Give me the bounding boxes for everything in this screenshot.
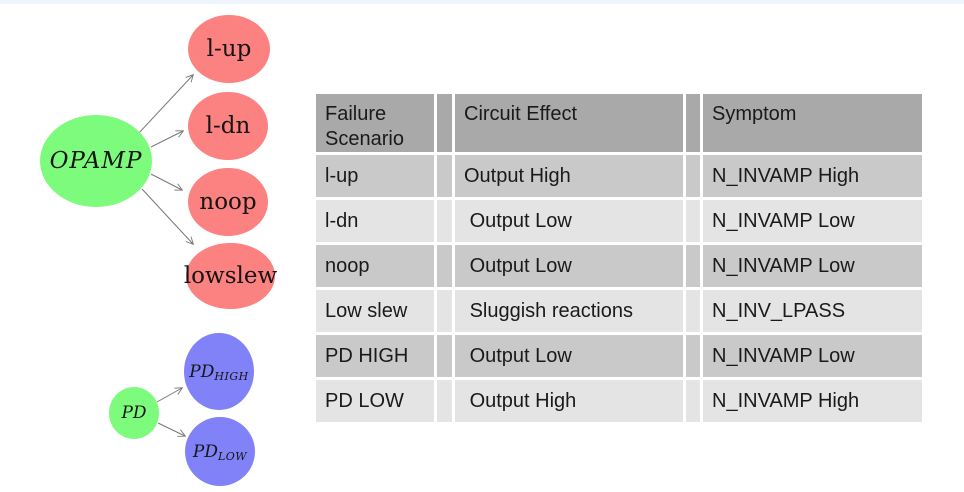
spacer-cell	[686, 200, 700, 242]
node-pd-low-label: PD	[192, 441, 218, 462]
failure-scenario-cell: noop	[316, 245, 434, 287]
node-opamp-label: OPAMP	[49, 148, 143, 174]
table-row: noop Output Low N_INVAMP Low	[316, 245, 922, 287]
table-row: PD HIGH Output Low N_INVAMP Low	[316, 335, 922, 377]
circuit-effect-cell: Output Low	[455, 245, 683, 287]
failure-scenario-cell: l-dn	[316, 200, 434, 242]
symptom-cell: N_INVAMP Low	[703, 200, 922, 242]
symptom-cell: N_INVAMP High	[703, 380, 922, 422]
node-l-up-label: l-up	[206, 36, 252, 62]
header-spacer-b	[686, 94, 700, 152]
header-failure-scenario: Failure Scenario	[316, 94, 434, 152]
edge-opamp-to-lowslew	[141, 188, 193, 244]
node-opamp: OPAMP	[40, 115, 152, 207]
header-spacer-a	[437, 94, 452, 152]
header-symptom: Symptom	[703, 94, 922, 152]
spacer-cell	[686, 155, 700, 197]
spacer-cell	[437, 335, 452, 377]
node-noop: noop	[188, 168, 268, 236]
spacer-cell	[437, 200, 452, 242]
node-pd-low-subscript: LOW	[217, 450, 248, 463]
symptom-cell: N_INVAMP Low	[703, 245, 922, 287]
spacer-cell	[686, 290, 700, 332]
node-lowslew: lowslew	[183, 243, 278, 309]
failure-scenario-cell: Low slew	[316, 290, 434, 332]
node-pd-high-label: PD	[189, 361, 215, 382]
node-pd-high: PD HIGH	[184, 333, 254, 410]
table-row: Low slew Sluggish reactions N_INV_LPASS	[316, 290, 922, 332]
circuit-effect-cell: Sluggish reactions	[455, 290, 683, 332]
node-l-up: l-up	[188, 15, 270, 83]
header-circuit-effect: Circuit Effect	[455, 94, 683, 152]
node-pd: PD	[109, 387, 159, 439]
node-pd-label: PD	[121, 403, 147, 423]
node-lowslew-label: lowslew	[183, 263, 278, 289]
table-row: l-up Output High N_INVAMP High	[316, 155, 922, 197]
edge-opamp-to-l-dn	[150, 131, 183, 148]
table-row: PD LOW Output High N_INVAMP High	[316, 380, 922, 422]
spacer-cell	[437, 155, 452, 197]
node-pd-low: PD LOW	[185, 417, 255, 486]
spacer-cell	[437, 245, 452, 287]
table-header-row: Failure Scenario Circuit Effect Symptom	[316, 94, 922, 152]
node-pd-high-subscript: HIGH	[214, 370, 249, 383]
edge-pd-to-pdhigh	[156, 388, 182, 403]
node-l-dn-label: l-dn	[205, 113, 251, 139]
symptom-cell: N_INV_LPASS	[703, 290, 922, 332]
spacer-cell	[686, 335, 700, 377]
symptom-cell: N_INVAMP High	[703, 155, 922, 197]
edge-opamp-to-l-up	[137, 75, 193, 135]
spacer-cell	[437, 290, 452, 332]
edge-pd-to-pdlow	[157, 422, 185, 436]
node-noop-label: noop	[199, 189, 257, 215]
spacer-cell	[686, 380, 700, 422]
circuit-effect-cell: Output High	[455, 155, 683, 197]
table-row: l-dn Output Low N_INVAMP Low	[316, 200, 922, 242]
spacer-cell	[437, 380, 452, 422]
failure-scenario-cell: PD HIGH	[316, 335, 434, 377]
failure-table: Failure Scenario Circuit Effect Symptom …	[313, 91, 925, 425]
top-accent-strip	[0, 0, 964, 4]
circuit-effect-cell: Output Low	[455, 200, 683, 242]
symptom-cell: N_INVAMP Low	[703, 335, 922, 377]
circuit-effect-cell: Output High	[455, 380, 683, 422]
node-l-dn: l-dn	[188, 92, 268, 160]
failure-scenario-cell: l-up	[316, 155, 434, 197]
circuit-effect-cell: Output Low	[455, 335, 683, 377]
failure-scenario-cell: PD LOW	[316, 380, 434, 422]
spacer-cell	[686, 245, 700, 287]
failure-table-container: Failure Scenario Circuit Effect Symptom …	[313, 91, 925, 425]
edge-opamp-to-noop	[150, 173, 182, 190]
